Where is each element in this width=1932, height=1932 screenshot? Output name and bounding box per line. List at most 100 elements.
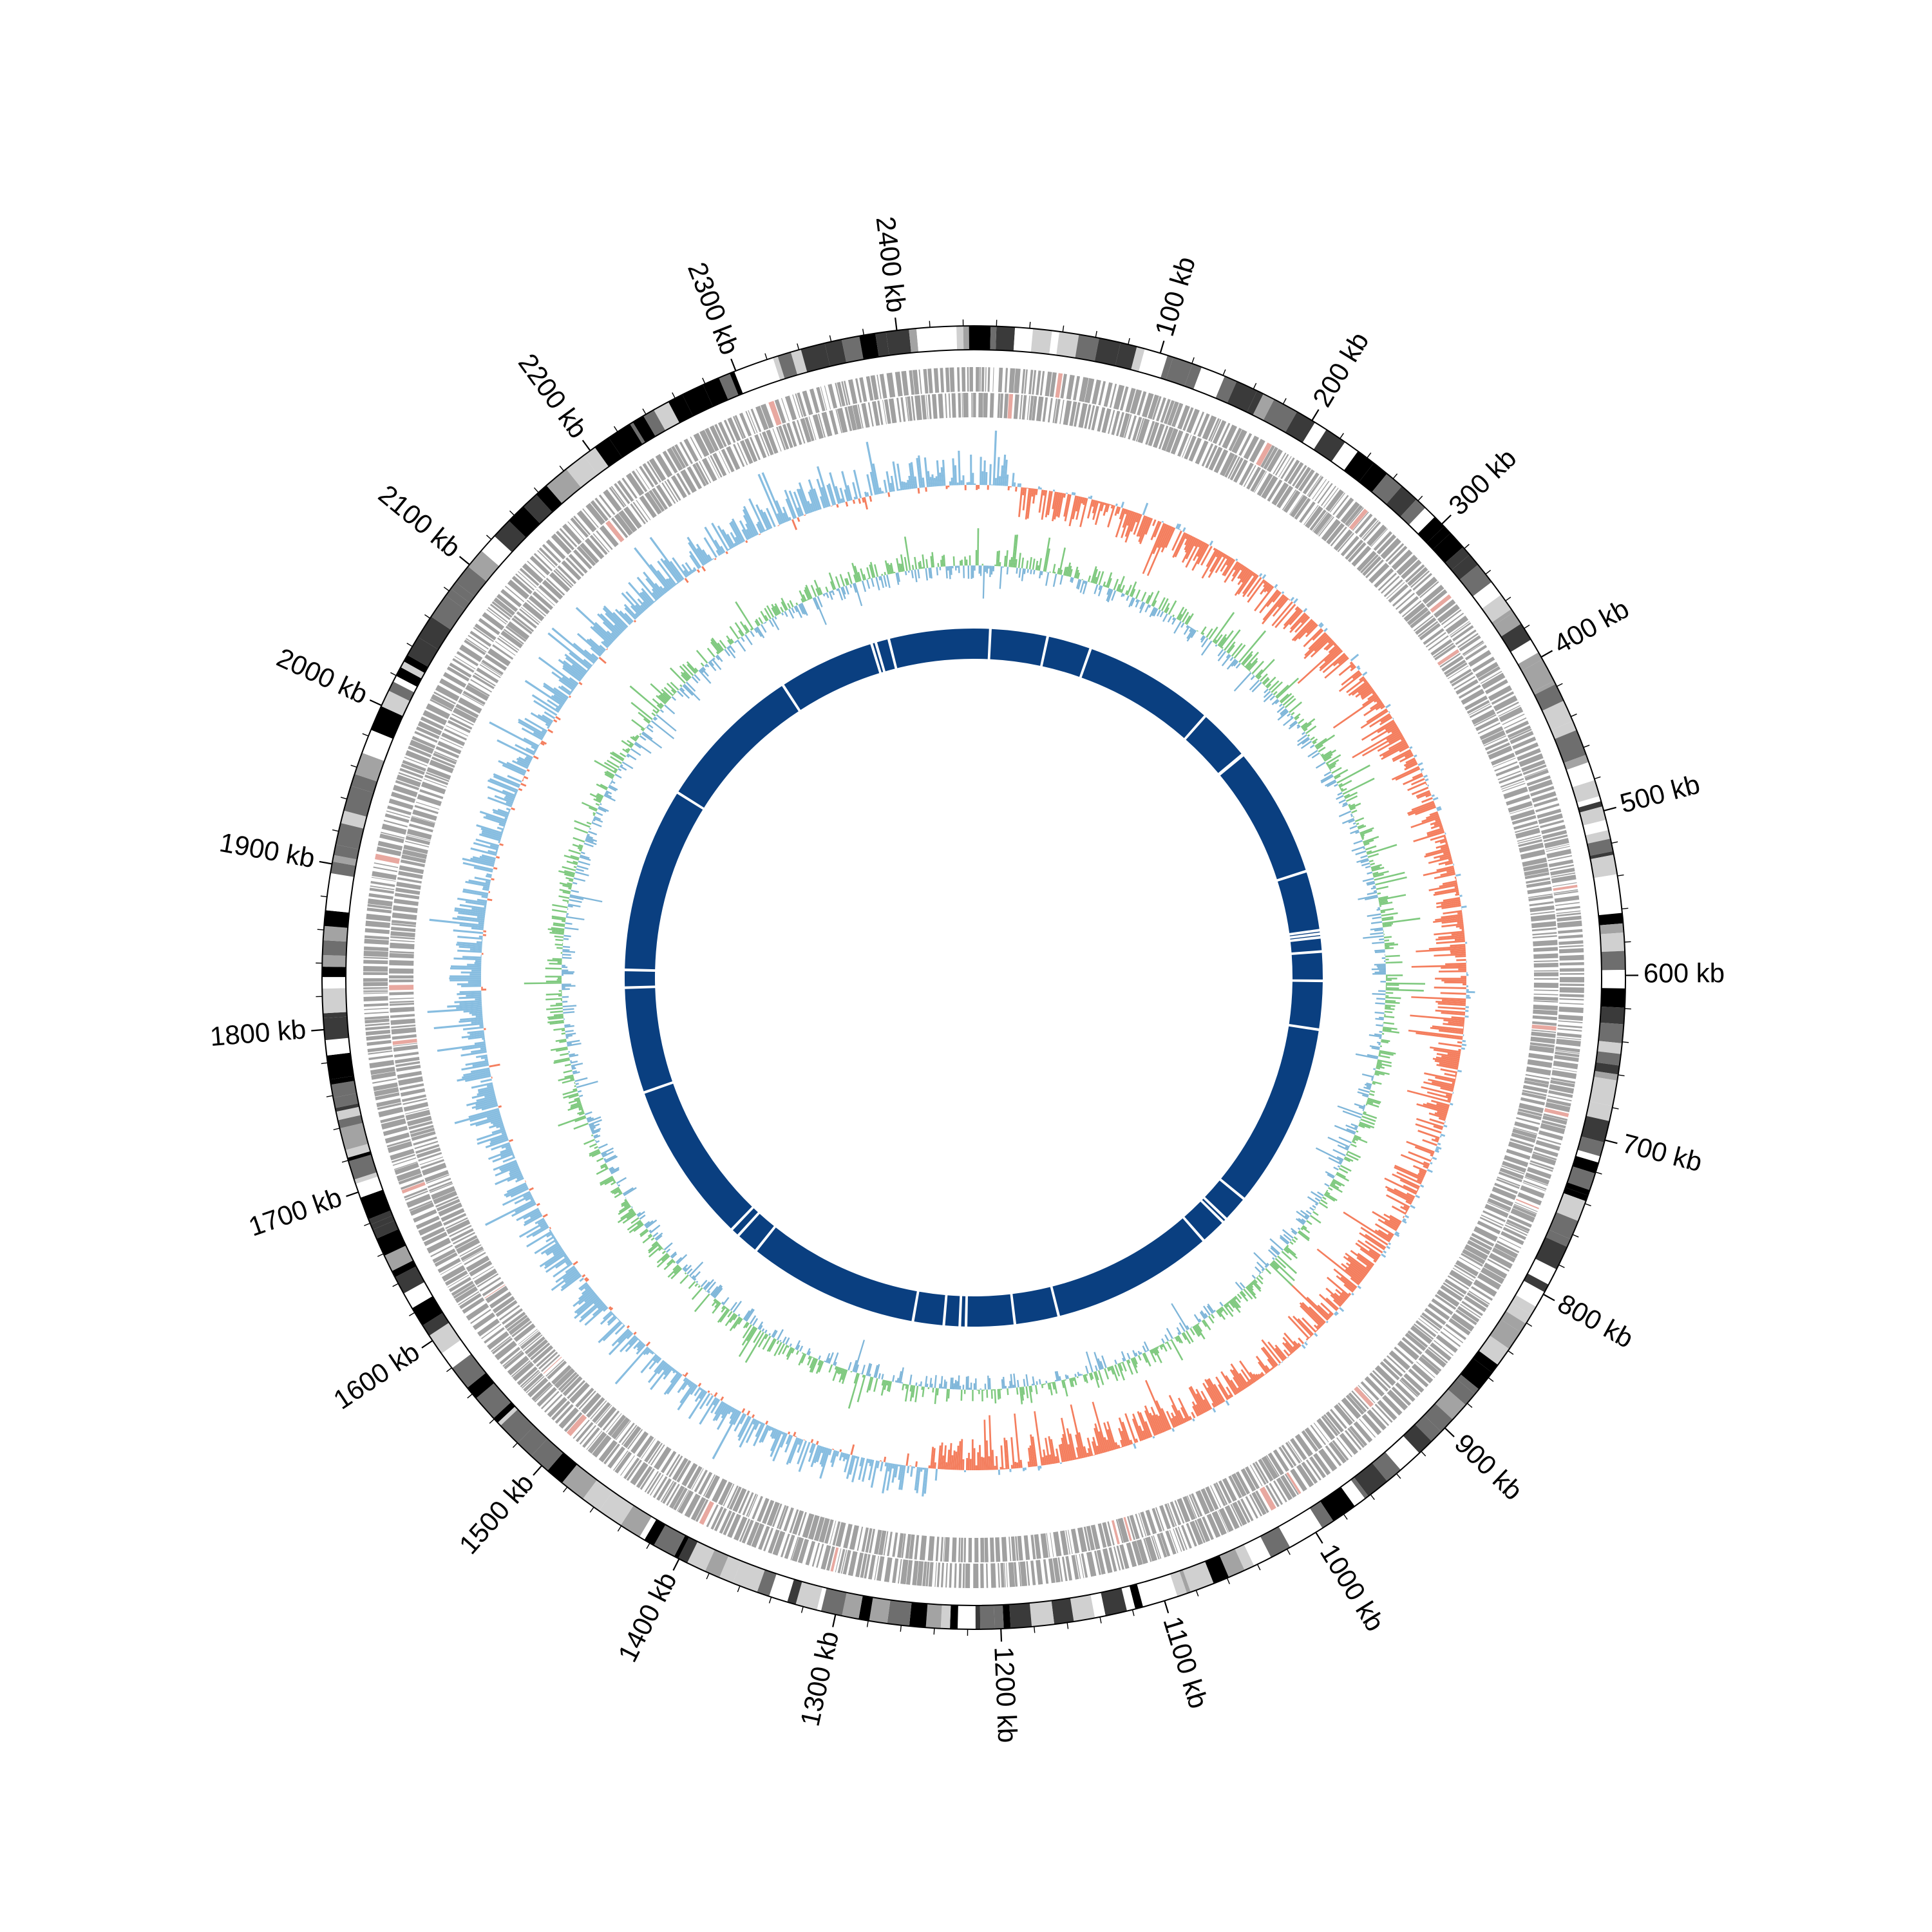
gc-content-bar-736 [1063, 1379, 1068, 1397]
gene-bar-773 [1028, 395, 1034, 421]
gc-content-bar-768 [1010, 1374, 1013, 1388]
gc-skew-bar-1155 [471, 1048, 487, 1054]
gene-bar-952 [1533, 972, 1558, 976]
gene-bar-813 [1208, 446, 1223, 471]
gene-bar-740 [870, 375, 879, 401]
gc-content-bar-102 [1145, 594, 1151, 604]
gene-bar-113 [1457, 632, 1479, 649]
gene-bar-1329 [390, 1018, 415, 1025]
gc-skew-bar-874 [813, 1445, 822, 1464]
gc-skew-bar-81 [1142, 502, 1149, 516]
gc-content-bar-753 [1035, 1385, 1038, 1395]
gc-skew-bar-813 [938, 1445, 942, 1470]
gc-skew-bar-1389 [606, 630, 616, 640]
gc-content-bar-1088 [583, 1139, 595, 1145]
gene-bar-1236 [562, 1376, 583, 1396]
gc-skew-bar-1147 [489, 1063, 500, 1068]
gc-skew-bar-626 [1260, 1347, 1277, 1368]
gene-bar-1086 [1215, 1482, 1228, 1506]
gene-bar-1426 [536, 589, 555, 606]
gene-bar-675 [573, 515, 591, 536]
gene-bar-568 [363, 1003, 389, 1007]
gc-content-bar-362 [1382, 923, 1394, 926]
gc-skew-bar-1319 [489, 721, 538, 749]
gc-content-bar-197 [1263, 693, 1273, 703]
gc-content-bar-765 [1016, 1387, 1019, 1395]
gene-bar-1452 [636, 500, 651, 520]
gene-bar-648 [486, 609, 507, 625]
gene-bar-486 [521, 1371, 541, 1389]
gc-content-bar-416 [1374, 1011, 1385, 1014]
gc-skew-track [427, 430, 1475, 1497]
gene-bar-708 [717, 421, 732, 446]
minor-tick [392, 1283, 399, 1287]
cytoband-224 [396, 667, 422, 687]
gene-bar-1424 [528, 595, 550, 614]
gc-skew-bar-963 [663, 1365, 672, 1376]
gc-skew-bar-532 [1394, 1233, 1400, 1237]
gene-bar-597 [374, 862, 399, 868]
gc-content-bar-1212 [554, 943, 564, 946]
gene-bar-62 [1294, 466, 1311, 489]
gene-bar-1243 [543, 1356, 562, 1374]
tick-label: 900 kb [1449, 1428, 1529, 1506]
gc-skew-bar-152 [1263, 580, 1267, 584]
gc-content-bar-839 [898, 1371, 902, 1383]
gene-bar-261 [1460, 1303, 1481, 1319]
gc-skew-bar-738 [1075, 1434, 1083, 1459]
cytoband-233 [468, 551, 500, 582]
gc-content-bar-429 [1374, 1033, 1382, 1036]
gc-content-bar-1125 [575, 1083, 579, 1085]
gc-content-bar-575 [1283, 1248, 1289, 1254]
gc-content-bar-407 [1385, 996, 1401, 999]
gc-skew-bar-305 [1410, 817, 1440, 829]
gc-skew-bar-1577 [939, 472, 942, 486]
gc-content-bar-584 [1273, 1260, 1295, 1282]
cytoband-220 [371, 706, 403, 739]
gc-content-bar-858 [866, 1363, 871, 1376]
gc-content-bar-111 [1158, 597, 1166, 610]
gc-content-bar-636 [1208, 1316, 1215, 1324]
gc-content-bar-579 [1270, 1247, 1280, 1256]
gene-bar-106 [1441, 609, 1462, 625]
gc-skew-bar-866 [830, 1450, 836, 1463]
gc-content-bar-310 [1363, 842, 1370, 846]
gc-content-bar-578 [1270, 1245, 1280, 1255]
gc-content-bar-138 [1197, 630, 1198, 632]
cytoband-219 [362, 730, 393, 761]
gc-skew-bar-402 [1411, 996, 1466, 1001]
gene-bar-1120 [1077, 1527, 1088, 1553]
gc-content-bar-250 [1323, 753, 1333, 761]
gc-content-bar-782 [987, 1375, 990, 1390]
gc-content-bar-1189 [545, 980, 562, 983]
gene-bar-349 [1119, 1544, 1130, 1569]
gene-bar-1260 [502, 1308, 523, 1325]
gc-skew-bar-1380 [589, 638, 605, 653]
cytoband-34 [1459, 564, 1492, 597]
gc-skew-bar-1174 [471, 1013, 483, 1016]
gc-skew-bar-838 [886, 1463, 893, 1491]
gc-content-bar-1240 [558, 895, 570, 899]
gc-content-bar-400 [1385, 985, 1387, 988]
gc-content-bar-468 [1357, 1091, 1369, 1096]
gc-content-bar-989 [684, 1265, 692, 1273]
gene-bar-1289 [435, 1196, 459, 1208]
gc-skew-bar-1404 [623, 603, 638, 619]
gene-track [363, 367, 1585, 1588]
gc-skew-bar-156 [1266, 585, 1273, 592]
gene-bar-1451 [632, 502, 649, 523]
gc-skew-bar-979 [645, 1341, 651, 1347]
gc-content-bar-414 [1385, 1007, 1395, 1010]
gc-content-bar-902 [796, 1345, 800, 1350]
cytoband-30 [1426, 526, 1451, 550]
gc-skew-bar-358 [1441, 913, 1463, 919]
gc-skew-bar-362 [1457, 921, 1464, 924]
gc-content-bar-1045 [623, 1202, 630, 1208]
minor-tick [1488, 1377, 1494, 1382]
gc-content-bar-312 [1363, 847, 1365, 849]
gc-skew-bar-114 [1193, 541, 1204, 562]
gc-content-bar-948 [724, 1312, 735, 1327]
gene-bar-929 [1522, 857, 1548, 867]
gene-bar-218 [1541, 1120, 1566, 1129]
gc-content-bar-369 [1363, 935, 1384, 939]
